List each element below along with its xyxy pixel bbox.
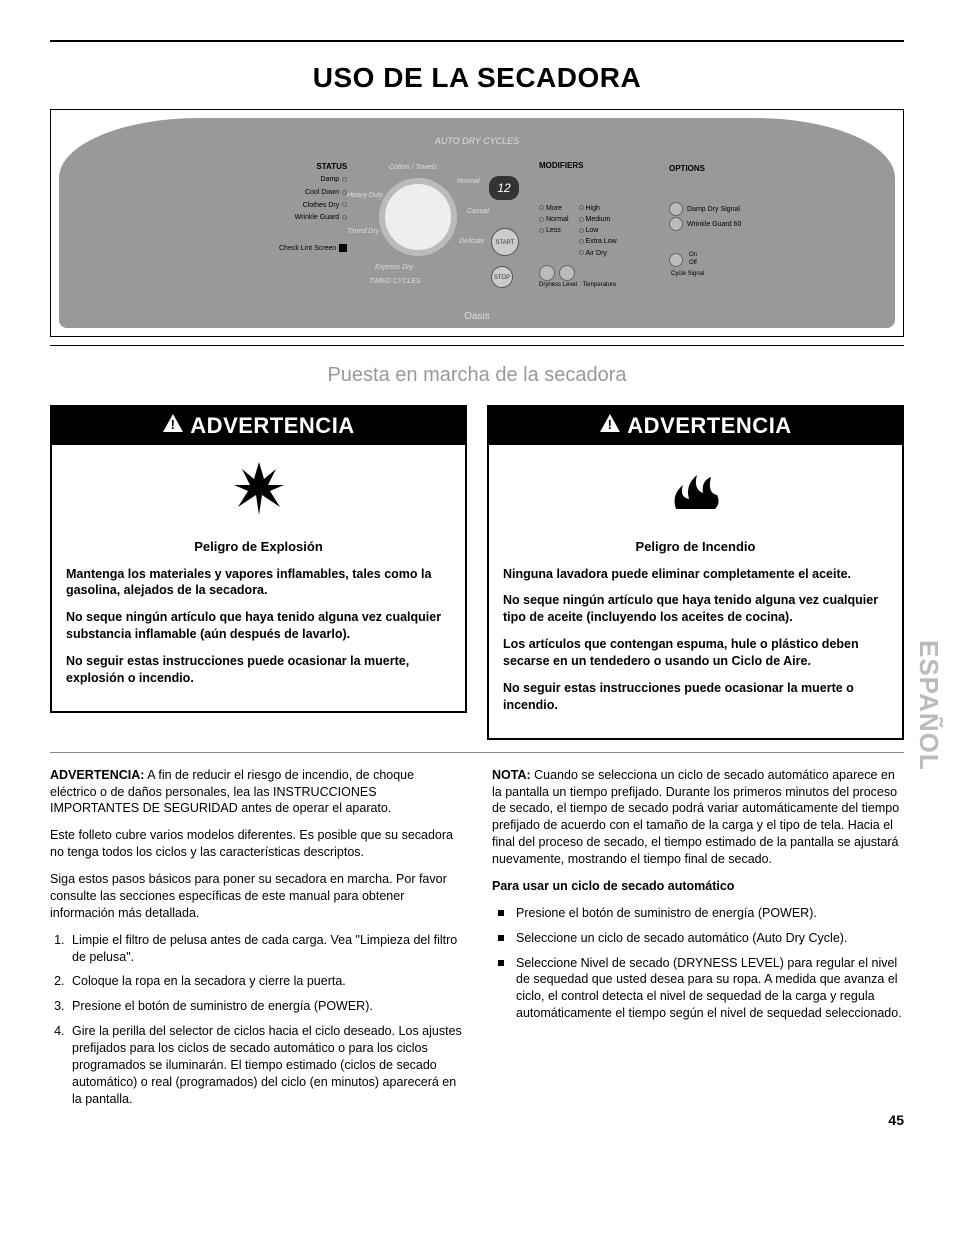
body-paragraph: Este folleto cubre varios modelos difere… xyxy=(50,827,462,861)
bullet-item: Presione el botón de suministro de energ… xyxy=(492,905,904,922)
option-knob-icon xyxy=(669,217,683,231)
svg-text:!: ! xyxy=(608,417,613,432)
knob-label: Dryness Level xyxy=(539,282,577,288)
warning-fire-box: ! ADVERTENCIA Peligro de Incendio Ningun… xyxy=(487,405,904,740)
steps-list: Limpie el filtro de pelusa antes de cada… xyxy=(50,932,462,1108)
cycle-label: Normal xyxy=(457,178,480,185)
page-number: 45 xyxy=(888,1112,904,1128)
dryness-knob-icon xyxy=(539,265,555,281)
control-panel-figure: AUTO DRY CYCLES STATUS Damp Cool Down Cl… xyxy=(50,109,904,337)
warning-body: Peligro de Explosión Mantenga los materi… xyxy=(52,530,465,711)
cycle-signal-label: Cycle Signal xyxy=(671,268,741,281)
dryness-subcol: More Normal Less xyxy=(539,203,569,237)
warning-text: Los artículos que contengan espuma, hule… xyxy=(503,636,888,670)
status-header: STATUS xyxy=(279,160,347,174)
warning-triangle-icon: ! xyxy=(162,413,184,439)
cycle-label: Cotton / Towels xyxy=(389,164,437,171)
bullet-item: Seleccione un ciclo de secado automático… xyxy=(492,930,904,947)
temp-subcol: High Medium Low Extra Low Air Dry xyxy=(579,203,617,259)
status-item: Damp xyxy=(279,174,347,187)
warning-title: Peligro de Explosión xyxy=(66,538,451,556)
warning-triangle-icon: ! xyxy=(599,413,621,439)
section-subtitle: Puesta en marcha de la secadora xyxy=(50,364,904,387)
step-item: Coloque la ropa en la secadora y cierre … xyxy=(68,973,462,990)
panel-band-label: AUTO DRY CYCLES xyxy=(435,136,519,146)
warning-text: No seque ningún artículo que haya tenido… xyxy=(66,609,451,643)
warning-text: Mantenga los materiales y vapores inflam… xyxy=(66,566,451,600)
control-panel-inner: AUTO DRY CYCLES STATUS Damp Cool Down Cl… xyxy=(59,118,895,328)
modifiers-column: MODIFIERS More Normal Less High Medium L… xyxy=(539,160,625,290)
warning-text: No seguir estas instrucciones puede ocas… xyxy=(503,680,888,714)
brand-label: Oasis xyxy=(464,311,490,322)
body-columns: ADVERTENCIA: A fin de reducir el riesgo … xyxy=(50,767,904,1118)
time-display: 12 xyxy=(489,176,519,200)
fire-icon xyxy=(489,445,902,530)
warning-header: ! ADVERTENCIA xyxy=(52,407,465,445)
stop-button: STOP xyxy=(491,266,513,288)
warning-text: No seguir estas instrucciones puede ocas… xyxy=(66,653,451,687)
cycle-label: Heavy Duty xyxy=(347,192,383,199)
option-knob-icon xyxy=(669,202,683,216)
left-column: ADVERTENCIA: A fin de reducir el riesgo … xyxy=(50,767,462,1118)
top-rule xyxy=(50,40,904,42)
cycle-label: Delicate xyxy=(459,238,484,245)
option-knob-icon xyxy=(669,253,683,267)
status-item: Clothes Dry xyxy=(279,200,347,213)
bullet-list: Presione el botón de suministro de energ… xyxy=(492,905,904,1022)
warning-explosion-box: ! ADVERTENCIA Peligro de Explosión Mante… xyxy=(50,405,467,713)
page-title: USO DE LA SECADORA xyxy=(50,62,904,94)
cycle-label: Casual xyxy=(467,208,489,215)
body-paragraph: ADVERTENCIA: A fin de reducir el riesgo … xyxy=(50,767,462,818)
temperature-knob-icon xyxy=(559,265,575,281)
cycle-dial xyxy=(379,178,457,256)
body-paragraph: Siga estos pasos básicos para poner su s… xyxy=(50,871,462,922)
bullet-item: Seleccione Nivel de secado (DRYNESS LEVE… xyxy=(492,955,904,1023)
start-button: START xyxy=(491,228,519,256)
cycle-label: Timed Dry xyxy=(347,228,379,235)
status-item: Wrinkle Guard xyxy=(279,212,347,225)
language-side-tab: ESPAÑOL xyxy=(913,640,944,771)
knob-label: Temperature xyxy=(583,282,617,288)
body-paragraph: NOTA: Cuando se selecciona un ciclo de s… xyxy=(492,767,904,868)
step-item: Limpie el filtro de pelusa antes de cada… xyxy=(68,932,462,966)
step-item: Gire la perilla del selector de ciclos h… xyxy=(68,1023,462,1107)
modifiers-header: MODIFIERS xyxy=(539,160,625,173)
cycle-label: Express Dry xyxy=(375,264,413,271)
section-rule xyxy=(50,345,904,346)
thin-rule xyxy=(50,752,904,753)
status-item: Cool Down xyxy=(279,187,347,200)
cycle-band: TIMED CYCLES xyxy=(369,278,421,285)
status-check: Check Lint Screen xyxy=(279,243,347,256)
body-subheading: Para usar un ciclo de secado automático xyxy=(492,878,904,895)
step-item: Presione el botón de suministro de energ… xyxy=(68,998,462,1015)
warning-text: No seque ningún artículo que haya tenido… xyxy=(503,592,888,626)
right-column: NOTA: Cuando se selecciona un ciclo de s… xyxy=(492,767,904,1118)
warning-text: Ninguna lavadora puede eliminar completa… xyxy=(503,566,888,583)
warning-body: Peligro de Incendio Ninguna lavadora pue… xyxy=(489,530,902,738)
svg-text:!: ! xyxy=(171,417,176,432)
warning-title: Peligro de Incendio xyxy=(503,538,888,556)
warnings-row: ! ADVERTENCIA Peligro de Explosión Mante… xyxy=(50,405,904,740)
options-header: OPTIONS xyxy=(669,160,741,178)
options-column: OPTIONS Damp Dry Signal Wrinkle Guard 60… xyxy=(669,160,741,281)
warning-header: ! ADVERTENCIA xyxy=(489,407,902,445)
explosion-icon xyxy=(52,445,465,530)
status-column: STATUS Damp Cool Down Clothes Dry Wrinkl… xyxy=(279,160,347,255)
